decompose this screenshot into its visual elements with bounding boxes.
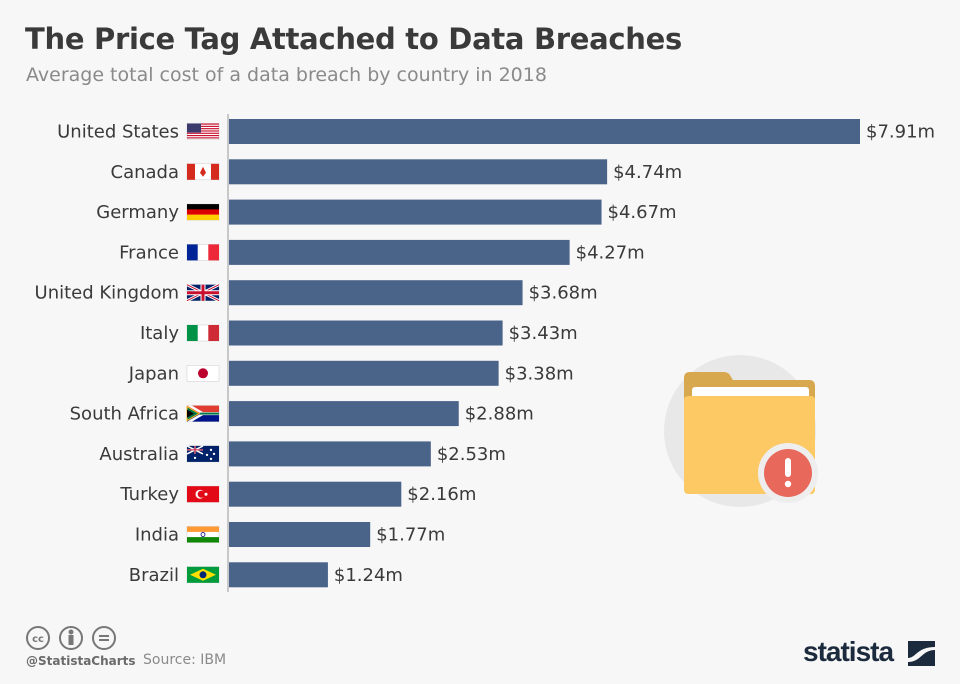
category-label: Germany [96, 202, 179, 223]
data-label: $4.74m [613, 162, 682, 183]
flag-us-icon [186, 123, 220, 140]
flag-in-icon [186, 526, 220, 543]
category-label: Canada [111, 162, 180, 183]
bar [229, 401, 459, 427]
data-label: $3.43m [509, 323, 578, 344]
category-label: India [135, 525, 179, 546]
category-label: France [119, 242, 179, 263]
bar [229, 159, 608, 185]
category-label: Australia [99, 444, 179, 465]
by-icon [59, 626, 83, 650]
data-label: $2.53m [437, 444, 506, 465]
bar [229, 441, 431, 467]
category-label: Turkey [119, 484, 179, 505]
bar [229, 280, 523, 306]
cc-icon: cc [26, 626, 50, 650]
flag-za-icon [186, 405, 220, 422]
bar [229, 119, 860, 144]
data-label: $4.27m [576, 242, 645, 263]
data-label: $7.91m [866, 122, 935, 143]
flag-de-icon [186, 203, 220, 221]
data-label: $2.16m [407, 484, 476, 505]
flag-ca-icon [186, 163, 220, 181]
bar [229, 522, 371, 547]
flag-fr-icon [186, 244, 220, 261]
data-label: $3.38m [505, 363, 574, 384]
data-label: $4.67m [608, 202, 677, 223]
category-label: United States [57, 122, 179, 143]
category-label: South Africa [70, 404, 179, 425]
flag-jp-icon [186, 365, 220, 382]
flag-tr-icon [186, 485, 220, 503]
license-icons: cc [26, 626, 116, 650]
category-label: Italy [140, 323, 179, 344]
flag-br-icon [186, 566, 220, 584]
bar [229, 360, 499, 386]
chart-title: The Price Tag Attached to Data Breaches [25, 22, 682, 56]
statista-logo[interactable]: statista [803, 636, 894, 667]
flag-au-icon [186, 445, 220, 463]
svg-text:cc: cc [32, 634, 44, 645]
bar [229, 562, 328, 588]
chart-subtitle: Average total cost of a data breach by c… [26, 64, 547, 86]
flag-gb-icon [186, 283, 220, 303]
data-label: $2.88m [465, 404, 534, 425]
statista-logo-mark [908, 641, 935, 666]
bar [229, 481, 402, 507]
category-label: United Kingdom [35, 283, 179, 304]
folder-alert-icon [664, 355, 818, 507]
data-label: $3.68m [529, 283, 598, 304]
nd-icon [92, 626, 116, 650]
bar [229, 199, 602, 225]
category-label: Japan [128, 363, 179, 384]
flag-it-icon [186, 324, 220, 342]
footer-source: Source: IBM [143, 652, 227, 668]
data-label: $1.77m [376, 525, 445, 546]
category-label: Brazil [129, 565, 179, 586]
data-label: $1.24m [334, 565, 403, 586]
bar [229, 320, 503, 346]
footer-handle[interactable]: @StatistaCharts [26, 654, 136, 668]
bar [229, 239, 570, 265]
